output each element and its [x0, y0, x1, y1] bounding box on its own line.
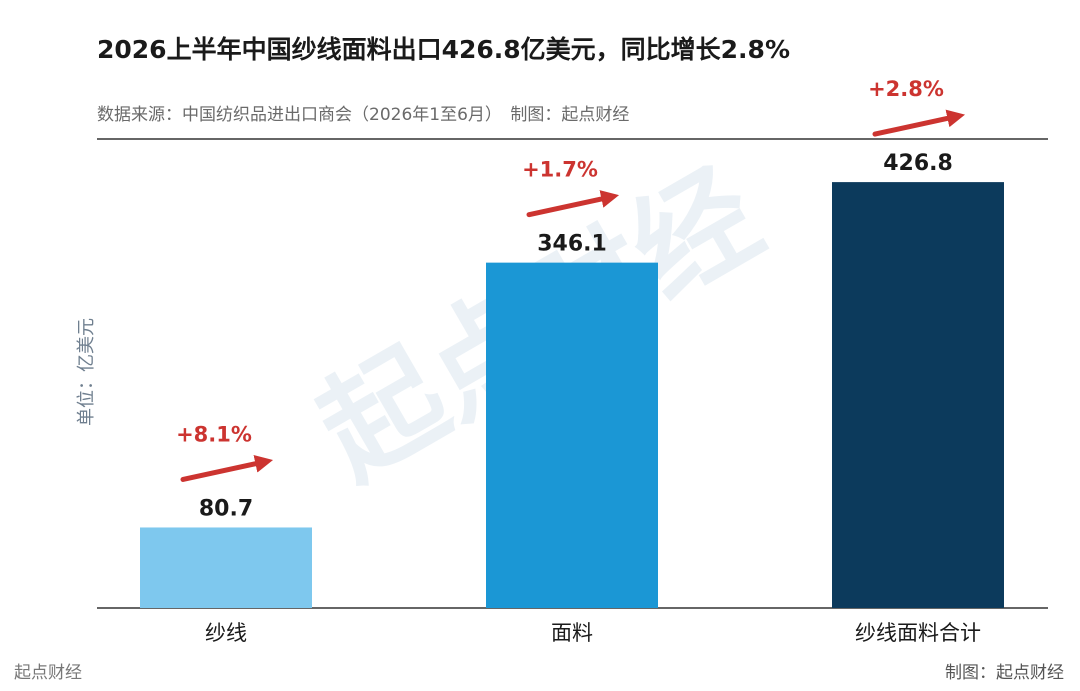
footer-brand: 起点财经	[14, 663, 82, 683]
chart-source: 数据来源：中国纺织品进出口商会（2026年1至6月） 制图：起点财经	[97, 105, 630, 125]
value-label-2: 346.1	[537, 232, 607, 257]
y-axis-label: 单位：亿美元	[76, 318, 97, 426]
growth-label-1: +8.1%	[176, 422, 252, 446]
growth-arrow-3	[872, 109, 966, 137]
footer-credit: 制图：起点财经	[945, 663, 1064, 683]
value-label-1: 80.7	[199, 496, 253, 521]
bar-1	[140, 527, 312, 608]
growth-arrow-1	[180, 454, 274, 482]
chart-title: 2026上半年中国纱线面料出口426.8亿美元，同比增长2.8%	[97, 35, 790, 64]
category-label-3: 纱线面料合计	[855, 621, 981, 645]
growth-label-3: +2.8%	[868, 77, 944, 101]
category-label-2: 面料	[551, 621, 593, 645]
growth-arrow-2	[526, 190, 620, 218]
bar-3	[832, 182, 1004, 608]
bar-2	[486, 262, 658, 608]
growth-label-2: +1.7%	[522, 158, 598, 182]
category-label-1: 纱线	[205, 621, 247, 645]
value-label-3: 426.8	[883, 151, 953, 176]
